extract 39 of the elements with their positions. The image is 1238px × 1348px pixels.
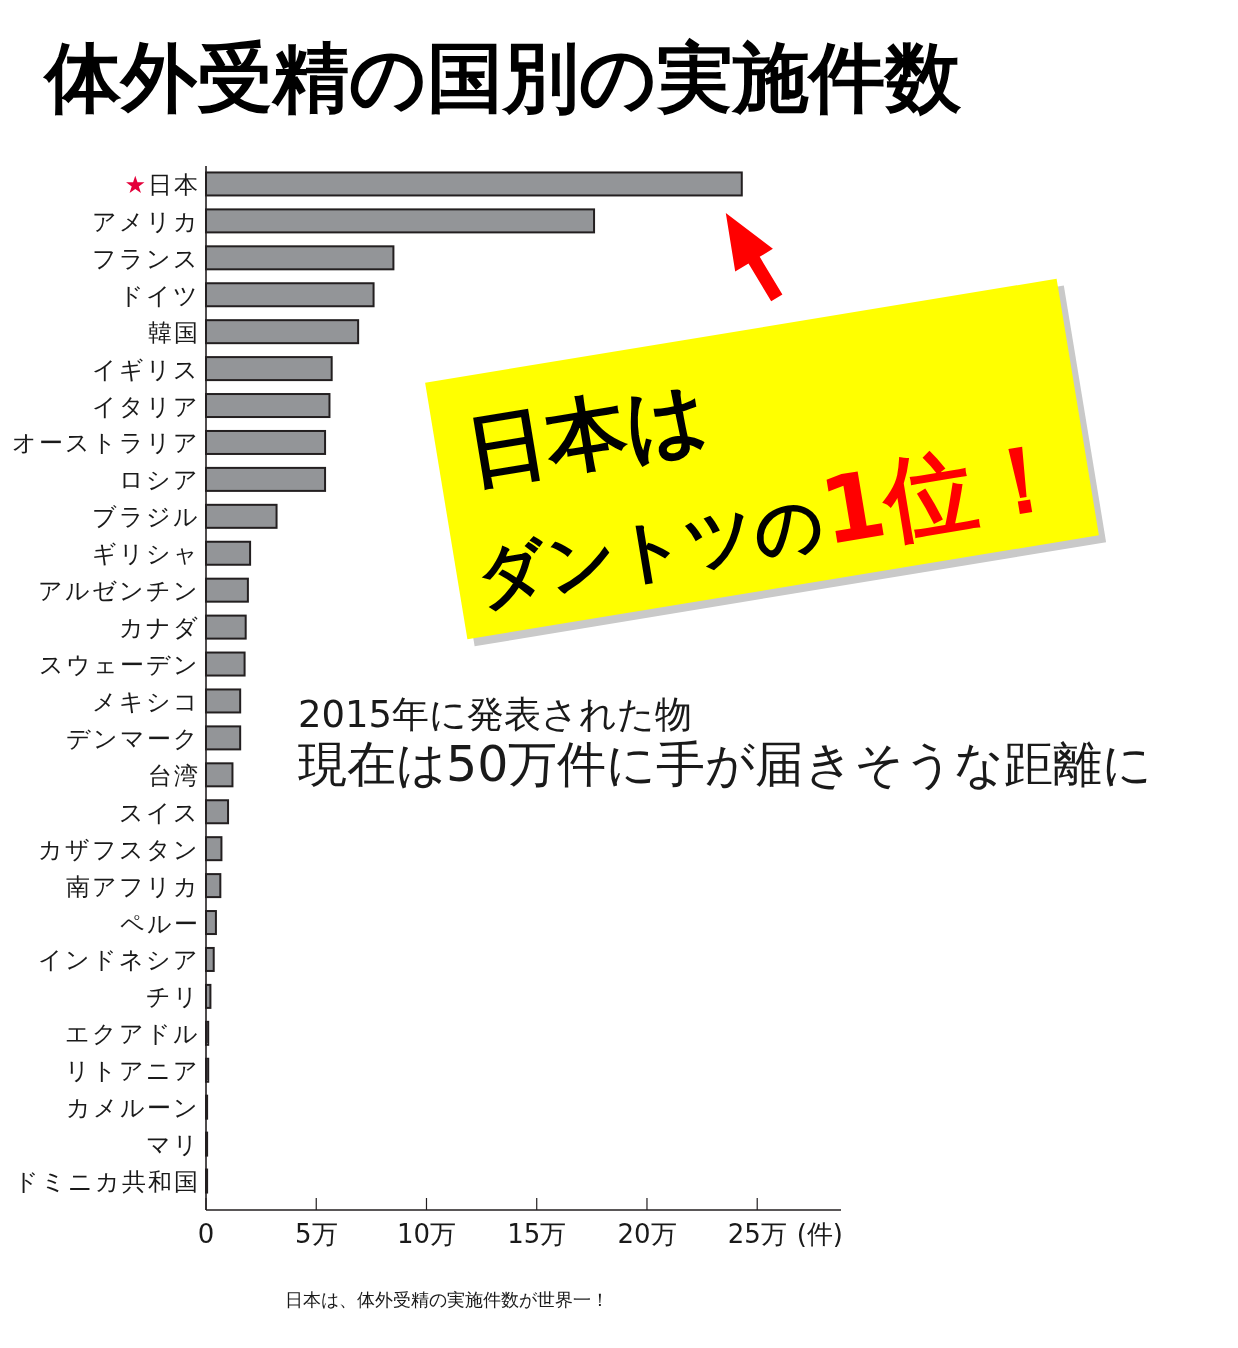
x-tick-label: 0 [197, 1219, 215, 1249]
annotation: 現在は50万件に手が届きそうな距離に [298, 736, 1153, 793]
y-tick-label: インドネシア [38, 946, 200, 975]
y-tick-label: ★日本 [124, 170, 200, 199]
x-tick-label: 10万 [396, 1219, 457, 1249]
y-tick-label: カメルーン [66, 1094, 200, 1123]
y-tick-label: ドイツ [119, 281, 200, 310]
y-tick-label: アメリカ [92, 207, 200, 236]
text: 日本は、体外受精の実施件数が世界一！ [285, 1289, 609, 1310]
y-tick-label: オーストラリア [12, 429, 200, 458]
y-tick-label: マリ [146, 1131, 200, 1160]
annotation: 2015年に発表された物 [298, 693, 693, 736]
y-tick-label: イギリス [92, 355, 200, 384]
y-tick-label: ブラジル [92, 503, 200, 532]
y-tick-label: メキシコ [92, 687, 200, 716]
y-tick-label: リトアニア [65, 1057, 200, 1086]
y-tick-label: フランス [92, 244, 200, 273]
y-tick-label: カザフスタン [38, 835, 200, 864]
y-tick-label: ギリシャ [92, 540, 200, 569]
x-tick-label: 25万 [727, 1219, 787, 1249]
y-tick-label: カナダ [119, 614, 200, 643]
y-tick-label: ドミニカ共和国 [14, 1168, 200, 1197]
y-tick-label: イタリア [92, 392, 200, 421]
y-tick-label: ロシア [119, 466, 200, 495]
y-tick-label: 南アフリカ [66, 872, 200, 901]
x-axis-title: (件) [796, 1219, 843, 1249]
x-tick-label: 15万 [507, 1219, 567, 1249]
chart-title: 体外受精の国別の実施件数 [42, 33, 962, 122]
y-tick-label: 韓国 [148, 318, 200, 347]
y-tick-label: スイス [119, 798, 200, 827]
x-tick-label: 5万 [294, 1219, 338, 1249]
y-tick-label: チリ [146, 983, 200, 1012]
y-tick-label: スウェーデン [39, 651, 200, 680]
y-tick-label: デンマーク [66, 724, 200, 753]
x-tick-label: 20万 [617, 1219, 677, 1249]
y-tick-label: ペルー [120, 909, 200, 938]
y-tick-label: 台湾 [148, 761, 200, 790]
y-tick-label: エクアドル [65, 1020, 200, 1049]
y-tick-label: アルゼンチン [38, 577, 200, 606]
